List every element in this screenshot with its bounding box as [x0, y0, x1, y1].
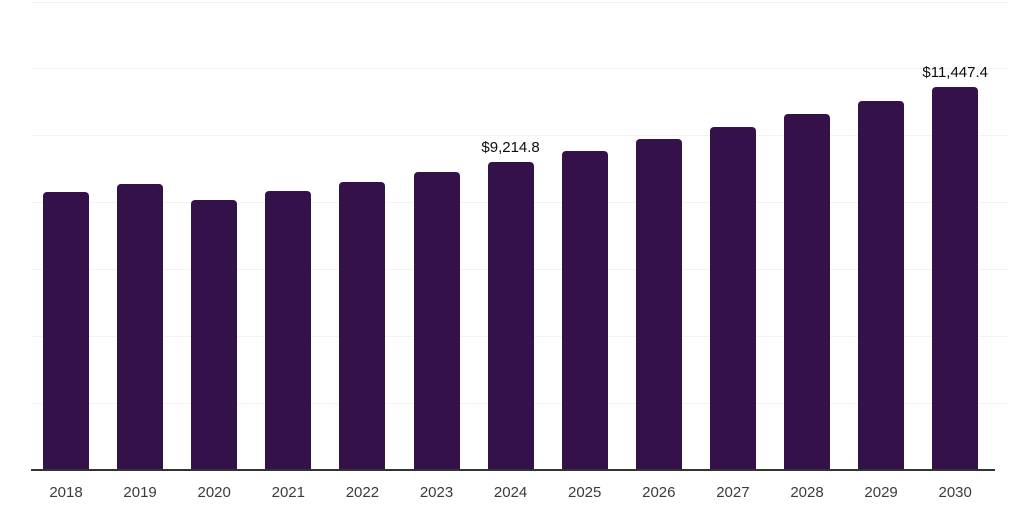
- x-tick-2020: 2020: [197, 484, 231, 501]
- x-tick-2021: 2021: [271, 484, 305, 501]
- x-tick-2023: 2023: [419, 484, 454, 501]
- x-tick-2022: 2022: [345, 484, 380, 501]
- bar-2026[interactable]: [635, 138, 682, 470]
- x-tick-2019: 2019: [123, 484, 157, 501]
- bar-2018[interactable]: [43, 191, 89, 470]
- bar-2023[interactable]: [413, 172, 460, 470]
- x-axis-line: [31, 469, 995, 471]
- x-tick-2028: 2028: [790, 484, 824, 501]
- gridline-14000: [31, 1, 1008, 3]
- bar-2019[interactable]: [117, 183, 164, 470]
- bar-2024[interactable]: [487, 161, 534, 470]
- data-label-2024: $9,214.8: [481, 138, 540, 156]
- bar-2030[interactable]: [932, 87, 979, 470]
- x-tick-2027: 2027: [716, 484, 750, 501]
- x-tick-2018: 2018: [49, 484, 83, 501]
- bar-2029[interactable]: [858, 100, 905, 470]
- bar-2020[interactable]: [191, 199, 238, 470]
- bar-2022[interactable]: [339, 181, 386, 470]
- data-label-2030: $11,447.4: [922, 64, 988, 82]
- bar-2027[interactable]: [709, 126, 756, 470]
- x-tick-2026: 2026: [642, 484, 676, 501]
- x-tick-2024: 2024: [493, 484, 528, 501]
- gridline-12000: [31, 68, 1008, 70]
- bar-2021[interactable]: [265, 190, 312, 470]
- x-tick-2030: 2030: [938, 484, 972, 501]
- x-tick-2025: 2025: [568, 484, 602, 501]
- bar-2025[interactable]: [561, 150, 608, 470]
- x-tick-2029: 2029: [864, 484, 898, 501]
- gridline-10000: [31, 135, 1008, 137]
- bar-2028[interactable]: [784, 113, 830, 470]
